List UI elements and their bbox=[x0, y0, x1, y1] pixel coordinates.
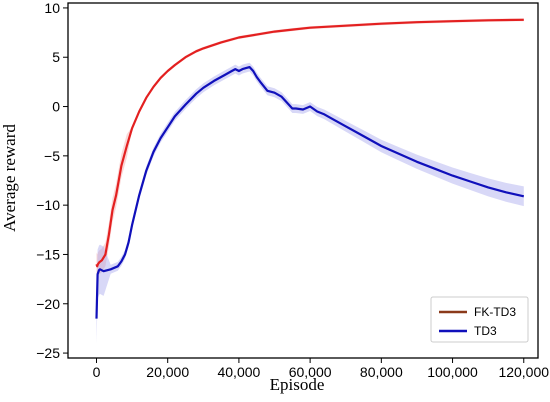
legend-label-td3: TD3 bbox=[474, 324, 497, 338]
axes: 0 20,000 40,000 60,000 80,000 100,000 120,000 −… bbox=[36, 0, 549, 380]
y-tick-label: 5 bbox=[52, 49, 60, 65]
x-tick-label: 20,000 bbox=[146, 364, 189, 380]
y-axis-label: Average reward bbox=[0, 124, 19, 232]
x-tick-label: 60,000 bbox=[289, 364, 332, 380]
x-tick-label: 40,000 bbox=[217, 364, 260, 380]
x-tick-label: 80,000 bbox=[360, 364, 403, 380]
y-tick-label: 0 bbox=[52, 99, 60, 115]
x-tick-label: 120,000 bbox=[498, 364, 549, 380]
plot-frame bbox=[67, 2, 539, 359]
band-fk-td3 bbox=[96, 18, 524, 279]
confidence-bands bbox=[96, 18, 524, 344]
y-tick-label: −10 bbox=[36, 197, 60, 213]
y-tick-label: −5 bbox=[44, 148, 60, 164]
y-tick-label: −25 bbox=[36, 345, 60, 361]
series-line-td3 bbox=[95, 65, 525, 319]
x-tick-label: 0 bbox=[93, 364, 101, 380]
legend: FK-TD3 TD3 bbox=[430, 296, 529, 343]
x-axis-label: Episode bbox=[270, 375, 325, 394]
x-tick-label: 100,000 bbox=[427, 364, 478, 380]
y-tick-label: −15 bbox=[36, 246, 60, 262]
legend-label-fk-td3: FK-TD3 bbox=[474, 305, 516, 319]
series-lines bbox=[95, 18, 525, 319]
y-tick-label: −20 bbox=[36, 296, 60, 312]
y-tick-label: 10 bbox=[44, 0, 60, 16]
series-line-fk-td3 bbox=[95, 18, 524, 268]
